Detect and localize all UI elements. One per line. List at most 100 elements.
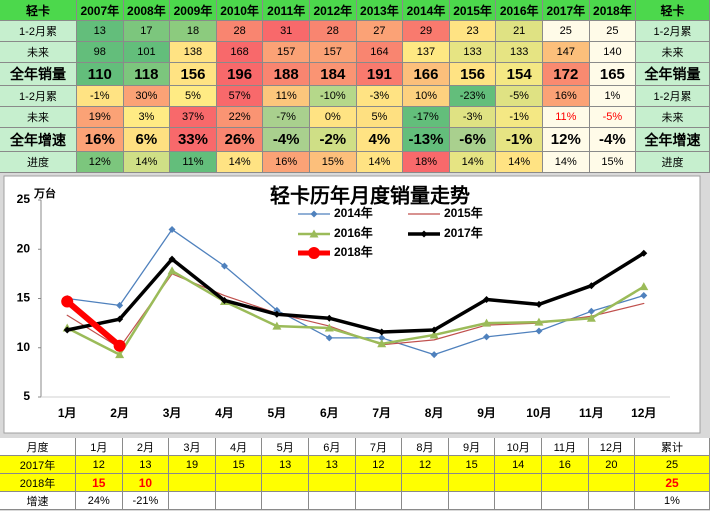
bottom-cell: 24% [76,492,123,510]
table-cell: 5% [356,107,404,128]
table-cell: 14% [449,152,497,173]
marker [309,229,319,238]
bottom-cell [355,492,403,510]
row-label: 1-2月累 [0,86,77,107]
bottom-cell: 12 [76,456,123,474]
bottom-cell [542,492,589,510]
table-cell: 140 [589,42,637,63]
marker [640,249,648,257]
table-cell: 18 [170,21,217,42]
table-cell: 57% [216,86,264,107]
legend-label: 2014年 [334,205,373,220]
table-cell: 14% [356,152,404,173]
marker [220,296,228,304]
bottom-cell [495,492,542,510]
table-cell: 147 [543,42,590,63]
marker [378,334,386,342]
bottom-cell [448,474,496,492]
bottom-cell [309,474,356,492]
table-cell: 157 [310,42,357,63]
row-label: 未来 [0,42,77,63]
bottom-cell [495,474,542,492]
row-label: 1-2月累 [0,21,77,42]
bottom-cell [402,474,449,492]
bottom-cell [262,492,309,510]
bottom-cell [309,492,356,510]
table-cell: 0% [310,107,357,128]
table-cell: 11% [263,86,310,107]
header-cell: 2014年 [403,0,450,21]
table-cell: 157 [263,42,310,63]
table-cell: 11% [170,152,217,173]
x-tick-label: 2月 [110,406,129,420]
marker [430,326,438,334]
table-cell: 13 [77,21,124,42]
table-cell: 18% [403,152,450,173]
x-tick-label: 6月 [320,406,339,420]
marker [639,282,649,291]
marker [483,295,491,303]
row-label: 进度 [0,152,77,173]
legend-label: 2016年 [334,225,373,240]
table-cell: 12% [543,128,590,152]
table-cell: 26% [216,128,264,152]
bottom-header-cell: 月度 [0,438,76,456]
x-tick-label: 3月 [163,406,182,420]
marker [535,300,543,308]
marker [272,321,282,330]
bottom-cell: 15 [76,474,123,492]
bottom-cell [402,492,449,510]
table-cell: -3% [449,107,497,128]
bottom-cell [448,492,496,510]
row-label: 未来 [0,107,77,128]
bottom-cell [169,492,216,510]
x-tick-label: 9月 [477,406,496,420]
table-cell: 19% [77,107,124,128]
table-cell: 31 [263,21,310,42]
bottom-header-cell: 7月 [355,438,403,456]
bottom-cell: 1% [635,492,710,510]
y-tick-label: 15 [17,291,31,305]
bottom-cell [215,474,263,492]
bottom-cell: 13 [122,456,170,474]
table-cell: 21 [496,21,543,42]
header-cell: 2018年 [589,0,637,21]
table-cell: 14% [496,152,543,173]
marker [534,317,544,326]
marker [220,262,228,270]
table-cell: 33% [170,128,217,152]
marker [116,315,124,323]
bottom-header-cell: 5月 [262,438,309,456]
table-cell: 156 [170,63,217,86]
row-label-right: 未来 [636,107,710,128]
table-cell: 164 [356,42,404,63]
table-cell: 28 [310,21,357,42]
y-axis-label: 万台 [33,186,56,200]
y-tick-label: 25 [17,192,31,206]
table-cell: 101 [123,42,171,63]
bottom-cell [215,492,263,510]
bottom-cell: 12 [402,456,449,474]
table-cell: 16% [77,128,124,152]
marker [535,327,543,335]
x-tick-label: 12月 [631,406,656,420]
table-cell: 1% [589,86,637,107]
table-cell: 22% [216,107,264,128]
table-cell: 166 [403,63,450,86]
marker [586,313,596,322]
bottom-cell: 2018年 [0,474,76,492]
table-cell: 6% [123,128,171,152]
bottom-cell [588,474,636,492]
legend-label: 2018年 [334,244,373,259]
bottom-header-cell: 8月 [402,438,449,456]
marker [377,339,387,348]
table-cell: 4% [356,128,404,152]
table-cell: -5% [589,107,637,128]
table-cell: -5% [496,86,543,107]
table-cell: 15% [589,152,637,173]
table-cell: -2% [310,128,357,152]
table-cell: 37% [170,107,217,128]
bottom-header-cell: 1月 [76,438,123,456]
table-cell: 16% [263,152,310,173]
table-cell: 133 [449,42,497,63]
